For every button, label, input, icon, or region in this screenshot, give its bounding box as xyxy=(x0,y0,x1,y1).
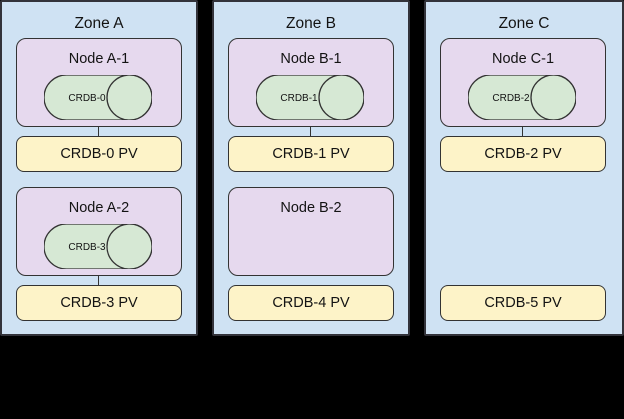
svg-text:CRDB-0: CRDB-0 xyxy=(68,93,106,104)
svg-text:CRDB-2: CRDB-2 xyxy=(492,93,530,104)
svg-text:CRDB-1: CRDB-1 xyxy=(280,93,318,104)
svg-text:CRDB-3: CRDB-3 xyxy=(68,242,106,253)
